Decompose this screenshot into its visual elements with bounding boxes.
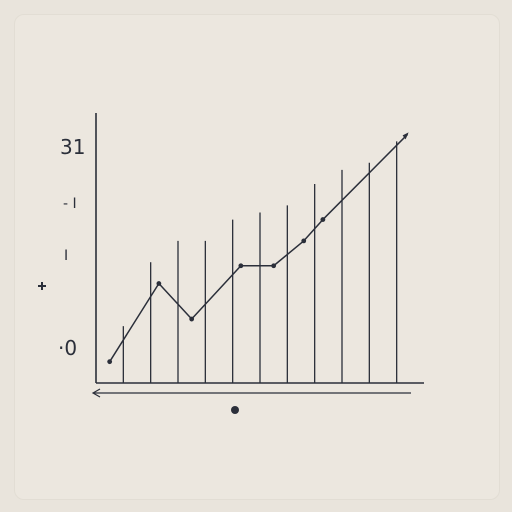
y-tick-label-2: - I [63,196,77,212]
series [107,132,409,365]
axes [38,113,424,414]
x-axis-marker-dot [231,406,239,414]
y-tick-labels: 31 - I I ·0 [58,135,85,360]
data-point-end-arrow [402,132,409,140]
y-tick-label-4: ·0 [58,336,77,360]
data-point-4 [238,263,244,269]
data-point-5 [271,263,277,269]
data-point-2 [156,281,162,286]
grid-lines [122,141,398,383]
chart-panel [14,14,500,500]
data-point-7 [320,217,326,222]
series-line-1 [109,133,409,363]
data-point-6 [301,238,307,244]
y-tick-label-1: 31 [60,135,85,159]
data-point-1 [107,359,113,365]
data-point-3 [189,316,195,322]
y-axis-plus-marker [38,282,46,290]
x-axis-arrowhead [91,388,101,398]
y-tick-label-3: I [64,248,68,264]
